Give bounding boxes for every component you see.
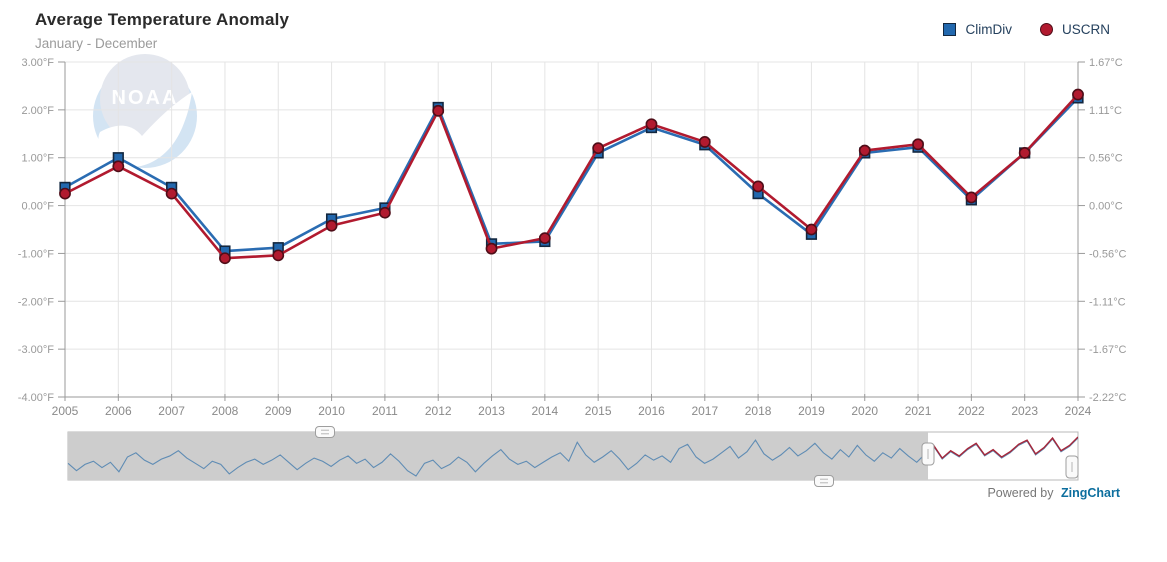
series-uscrn[interactable]	[59, 88, 1084, 265]
legend: ClimDiv USCRN	[943, 22, 1110, 37]
chart-subtitle: January - December	[35, 36, 158, 51]
powered-by-text: Powered by	[987, 486, 1054, 500]
uscrn-marker[interactable]	[592, 142, 605, 155]
uscrn-marker[interactable]	[219, 252, 231, 265]
noaa-logo-watermark: NOAA	[93, 54, 197, 168]
uscrn-marker[interactable]	[858, 144, 871, 157]
chart-title: Average Temperature Anomaly	[35, 10, 290, 29]
axes	[58, 61, 1085, 401]
svg-text:-1.00°F: -1.00°F	[18, 248, 54, 260]
legend-label-climdiv: ClimDiv	[965, 22, 1012, 37]
series-climdiv[interactable]	[59, 92, 1084, 257]
uscrn-marker[interactable]	[165, 187, 178, 200]
uscrn-marker[interactable]	[965, 191, 978, 204]
svg-text:-4.00°F: -4.00°F	[18, 392, 54, 404]
noaa-gull-icon	[98, 92, 192, 168]
svg-text:2016: 2016	[638, 404, 665, 418]
legend-item-climdiv[interactable]: ClimDiv	[943, 22, 1012, 37]
uscrn-marker[interactable]	[1072, 88, 1084, 101]
preview-mask	[68, 432, 929, 480]
svg-text:2012: 2012	[425, 404, 452, 418]
svg-text:2008: 2008	[212, 404, 239, 418]
uscrn-marker[interactable]	[112, 160, 125, 173]
uscrn-marker[interactable]	[485, 242, 498, 255]
svg-text:2023: 2023	[1011, 404, 1038, 418]
powered-by: Powered by ZingChart	[987, 486, 1120, 500]
uscrn-marker[interactable]	[378, 206, 391, 219]
svg-text:2009: 2009	[265, 404, 292, 418]
uscrn-marker[interactable]	[912, 138, 924, 151]
svg-text:3.00°F: 3.00°F	[21, 57, 54, 69]
scrollbar-handle-bottom[interactable]	[814, 475, 834, 487]
climdiv-line	[64, 96, 1079, 253]
uscrn-marker[interactable]	[272, 249, 285, 262]
preview-line-climdiv	[67, 437, 1079, 477]
scrollbar-handle-top[interactable]	[315, 426, 335, 438]
svg-text:-2.00°F: -2.00°F	[18, 296, 54, 308]
legend-item-uscrn[interactable]: USCRN	[1039, 22, 1110, 37]
zingchart-link[interactable]: ZingChart	[1060, 486, 1120, 500]
preview-handle-left[interactable]	[921, 442, 935, 466]
uscrn-marker[interactable]	[645, 118, 658, 131]
uscrn-marker[interactable]	[805, 223, 818, 236]
uscrn-marker[interactable]	[325, 219, 338, 232]
uscrn-marker[interactable]	[1018, 147, 1031, 159]
uscrn-line	[64, 93, 1079, 260]
climdiv-square-icon	[943, 23, 957, 36]
svg-text:2022: 2022	[958, 404, 985, 418]
svg-text:-3.00°F: -3.00°F	[18, 344, 54, 356]
noaa-text: NOAA	[112, 87, 179, 109]
legend-label-uscrn: USCRN	[1061, 22, 1110, 37]
svg-text:2019: 2019	[798, 404, 825, 418]
svg-text:2006: 2006	[105, 404, 132, 418]
svg-text:2021: 2021	[905, 404, 932, 418]
uscrn-marker[interactable]	[432, 104, 445, 117]
uscrn-marker[interactable]	[752, 180, 765, 193]
svg-text:2013: 2013	[478, 404, 505, 418]
svg-text:2017: 2017	[691, 404, 718, 418]
svg-text:0.00°C: 0.00°C	[1089, 201, 1123, 213]
preview-scroller[interactable]	[67, 431, 1079, 481]
svg-text:2011: 2011	[372, 404, 398, 418]
gridlines	[64, 61, 1079, 398]
uscrn-marker[interactable]	[59, 187, 71, 200]
svg-text:2.00°F: 2.00°F	[21, 105, 54, 117]
svg-text:1.11°C: 1.11°C	[1089, 105, 1122, 117]
svg-text:2024: 2024	[1065, 404, 1092, 418]
svg-text:2018: 2018	[745, 404, 772, 418]
svg-text:2014: 2014	[531, 404, 558, 418]
svg-text:1.67°C: 1.67°C	[1089, 57, 1123, 69]
y-axis-labels-celsius: 1.67°C 1.11°C 0.56°C 0.00°C -0.56°C -1.11°C -1…	[1089, 57, 1126, 404]
svg-text:2015: 2015	[585, 404, 612, 418]
svg-text:0.00°F: 0.00°F	[21, 201, 54, 213]
svg-text:0.56°C: 0.56°C	[1089, 153, 1123, 165]
svg-text:-1.11°C: -1.11°C	[1089, 296, 1126, 308]
svg-text:-1.67°C: -1.67°C	[1089, 344, 1126, 356]
svg-text:2010: 2010	[318, 404, 345, 418]
svg-text:2020: 2020	[851, 404, 878, 418]
preview-handle-right[interactable]	[1065, 455, 1079, 479]
x-axis-labels: 2005 2006 2007 2008 2009 2010 2011 2012 2013 2014…	[52, 404, 1092, 418]
uscrn-marker[interactable]	[698, 136, 711, 148]
svg-text:2005: 2005	[52, 404, 79, 418]
uscrn-circle-icon	[1039, 23, 1053, 36]
y-axis-labels-fahrenheit: 3.00°F 2.00°F 1.00°F 0.00°F -1.00°F -2.00°F -3…	[18, 57, 54, 404]
svg-text:-2.22°C: -2.22°C	[1089, 392, 1126, 404]
uscrn-marker[interactable]	[538, 232, 551, 245]
svg-text:2007: 2007	[158, 404, 185, 418]
svg-text:-0.56°C: -0.56°C	[1089, 248, 1126, 260]
svg-text:1.00°F: 1.00°F	[21, 153, 54, 165]
